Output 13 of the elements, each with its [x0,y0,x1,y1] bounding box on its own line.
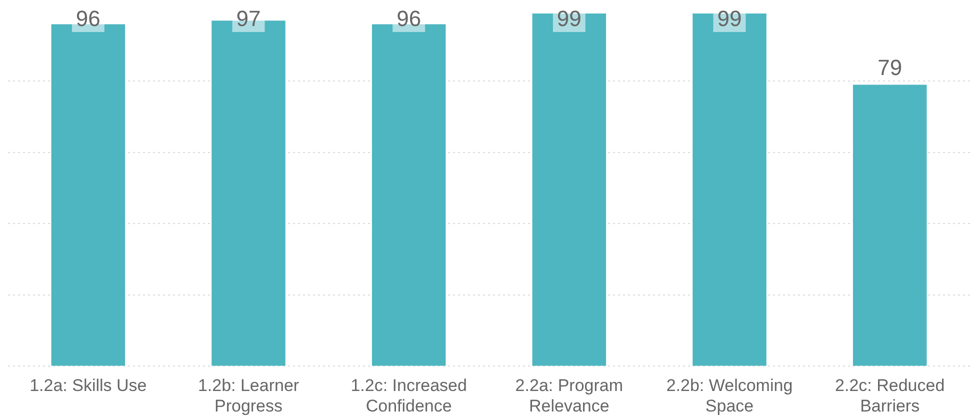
data-label: 99 [556,6,582,32]
data-label: 79 [878,54,902,80]
x-tick-label: 1.2b: Learner Progress [198,376,300,416]
data-label: 96 [396,6,422,32]
x-tick-label: 2.2a: Program Relevance [515,376,624,416]
x-tick-label: 2.2b: Welcoming Space [666,376,793,416]
data-label: 96 [76,6,100,32]
x-tick-label: 1.2c: Increased Confidence [350,376,467,416]
x-tick-label: 2.2c: Reduced Barriers [835,376,945,416]
bar [852,84,927,366]
data-label: 97 [236,6,261,32]
x-tick-label: 1.2a: Skills Use [30,376,147,396]
data-label: 99 [717,6,742,32]
